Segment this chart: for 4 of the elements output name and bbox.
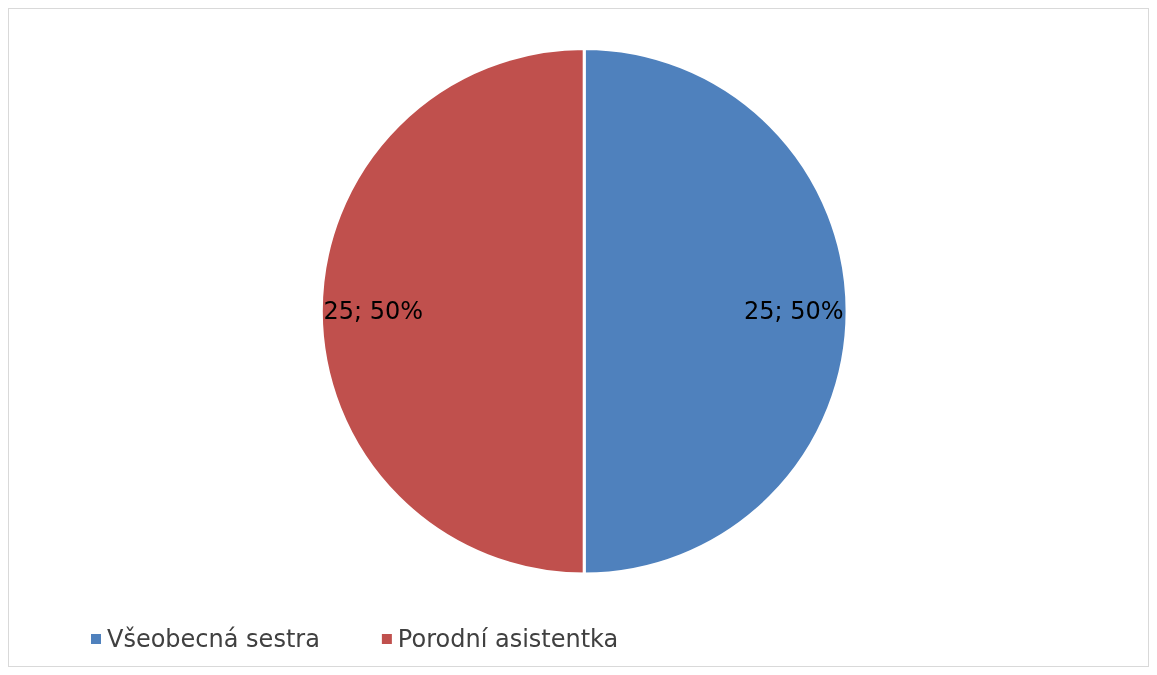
data-label: 25; 50% (744, 296, 844, 325)
data-label: 25; 50% (323, 296, 424, 325)
legend-label: Všeobecná sestra (107, 625, 320, 653)
legend-label: Porodní asistentka (397, 625, 619, 653)
